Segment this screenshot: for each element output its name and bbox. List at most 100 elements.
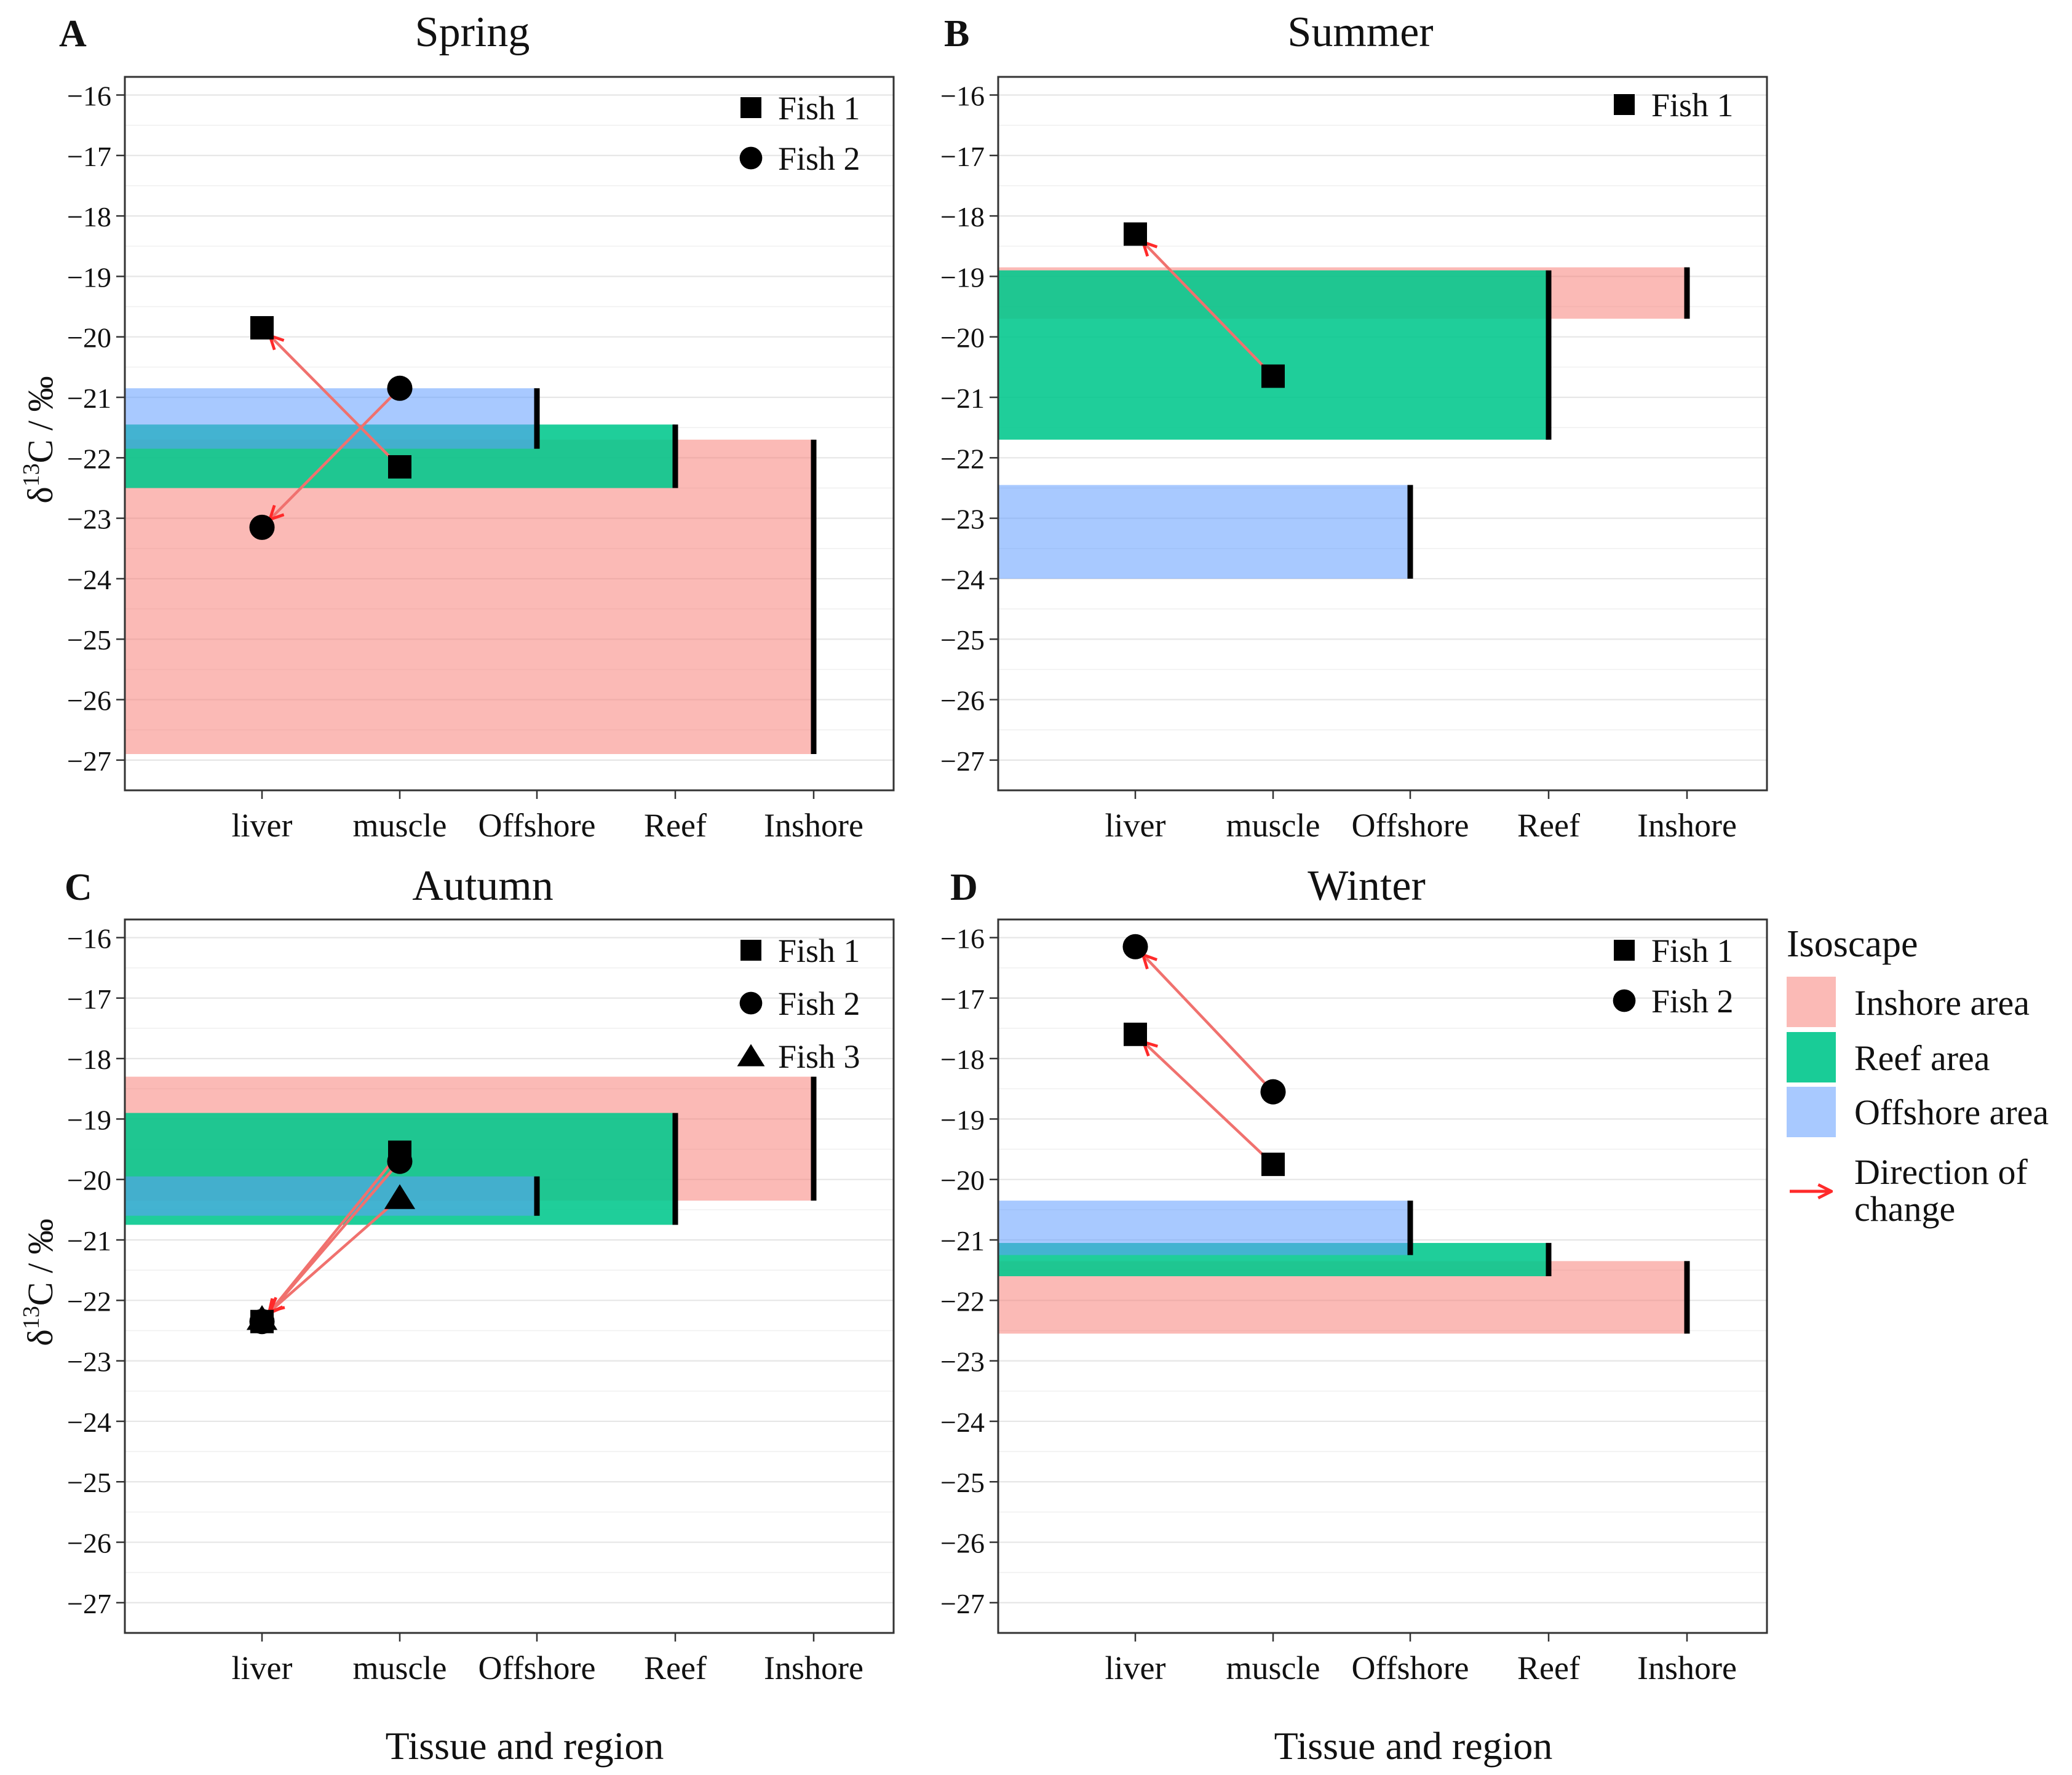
legend-label-reef: Reef area bbox=[1854, 1038, 1990, 1078]
y-tick-label: −23 bbox=[940, 504, 985, 535]
y-tick-label: −21 bbox=[67, 1225, 111, 1257]
legend-swatch-reef bbox=[1787, 1032, 1836, 1082]
plot-background bbox=[125, 919, 894, 1633]
change-arrow bbox=[1143, 1042, 1265, 1158]
legend-fish-label: Fish 1 bbox=[778, 932, 860, 969]
y-tick-label: −20 bbox=[940, 322, 985, 354]
y-tick-label: −26 bbox=[940, 1528, 985, 1559]
y-tick-label: −26 bbox=[67, 1528, 111, 1559]
legend-key-triangle-icon bbox=[737, 1044, 765, 1066]
panel-summer: B Summer −16−17−18−19−20−21−22−23−24−25−… bbox=[940, 9, 1768, 844]
data-point-liver bbox=[250, 316, 274, 340]
data-point-liver bbox=[246, 1304, 278, 1330]
y-tick-label: −18 bbox=[67, 1044, 111, 1075]
y-tick-label: −18 bbox=[940, 201, 985, 232]
legend-fish-label: Fish 1 bbox=[1651, 932, 1734, 969]
region-band-offshore bbox=[998, 1201, 1410, 1255]
y-tick-label: −18 bbox=[940, 1044, 985, 1075]
legend-fish-label: Fish 3 bbox=[778, 1038, 860, 1075]
data-point-liver bbox=[1124, 222, 1147, 246]
region-band-offshore bbox=[998, 485, 1410, 579]
y-tick-label: −27 bbox=[940, 1588, 985, 1619]
change-arrow bbox=[1143, 955, 1266, 1084]
region-band-reef bbox=[998, 270, 1549, 440]
y-tick-label: −24 bbox=[67, 1407, 111, 1438]
x-tick-label: Offshore bbox=[478, 1650, 596, 1686]
panel-winter: D Winter −16−17−18−19−20−21−22−23−24−25−… bbox=[940, 862, 1768, 1686]
x-tick-label: muscle bbox=[353, 807, 447, 844]
panel-title: Spring bbox=[415, 9, 530, 56]
x-tick-label: Reef bbox=[644, 1650, 707, 1686]
y-tick-label: −19 bbox=[940, 1104, 985, 1135]
legend-key-square-icon bbox=[1614, 940, 1635, 961]
svg-text:δ13C / ‰: δ13C / ‰ bbox=[18, 376, 60, 503]
panel-title: Autumn bbox=[412, 862, 553, 910]
data-point-muscle bbox=[388, 455, 411, 479]
y-tick-label: −19 bbox=[67, 1104, 111, 1135]
y-tick-label: −16 bbox=[67, 80, 111, 111]
y-tick-label: −27 bbox=[67, 1588, 111, 1619]
plot-area-winter: −16 −17 −18 −19 −20 −21 −22 −23 −24 −25 −26 −27 live… bbox=[940, 918, 1768, 1686]
change-arrow bbox=[270, 336, 392, 459]
data-point-liver bbox=[1124, 1022, 1147, 1046]
x-tick-label: liver bbox=[1105, 1650, 1166, 1686]
y-tick-label: −17 bbox=[67, 141, 111, 172]
panel-spring: A Spring −16−17−18−19−20−21−22−23−24−25−… bbox=[59, 9, 895, 844]
x-axis-title-left: Tissue and region bbox=[386, 1724, 664, 1768]
data-point-muscle bbox=[384, 1184, 416, 1209]
x-tick-label: Offshore bbox=[1352, 1650, 1469, 1686]
y-tick-label: −23 bbox=[67, 504, 111, 535]
y-title-suffix: C / ‰ bbox=[20, 1218, 60, 1306]
y-tick-label: −24 bbox=[67, 564, 111, 595]
plot-border bbox=[124, 76, 895, 792]
x-tick-label: Reef bbox=[1517, 807, 1580, 844]
legend-label-inshore: Inshore area bbox=[1854, 983, 2030, 1023]
data-point-muscle bbox=[387, 1148, 413, 1174]
data-point-muscle bbox=[1261, 364, 1285, 388]
y-tick-label: −25 bbox=[67, 624, 111, 656]
legend-fish-label: Fish 2 bbox=[1651, 983, 1734, 1020]
y-tick-label: −22 bbox=[940, 1285, 985, 1317]
panel-letter: B bbox=[944, 13, 969, 55]
y-tick-label: −22 bbox=[67, 443, 111, 474]
change-arrow bbox=[269, 1169, 393, 1313]
change-arrow bbox=[270, 395, 392, 519]
x-tick-label: Offshore bbox=[478, 807, 596, 844]
y-tick-label: −17 bbox=[67, 983, 111, 1015]
y-title-prefix: δ bbox=[20, 1329, 60, 1346]
y-title-sup: 13 bbox=[18, 463, 44, 486]
y-axis-title-top: δ13C / ‰ bbox=[18, 376, 60, 503]
y-tick-label: −17 bbox=[940, 983, 985, 1015]
plot-border bbox=[997, 918, 1768, 1634]
y-title-suffix: C / ‰ bbox=[20, 376, 60, 463]
y-tick-label: −16 bbox=[940, 80, 985, 111]
x-tick-label: muscle bbox=[1226, 807, 1320, 844]
y-tick-label: −27 bbox=[940, 745, 985, 777]
y-tick-label: −25 bbox=[940, 624, 985, 656]
region-band-inshore bbox=[125, 439, 814, 755]
legend-label-direction-line1: Direction of bbox=[1854, 1152, 2028, 1192]
x-tick-label: Offshore bbox=[1352, 807, 1469, 844]
panel-letter: A bbox=[59, 13, 87, 55]
x-tick-label: muscle bbox=[1226, 1650, 1320, 1686]
y-tick-label: −16 bbox=[940, 923, 985, 954]
legend-label-offshore: Offshore area bbox=[1854, 1092, 2049, 1132]
legend-key-circle-icon bbox=[739, 146, 763, 170]
y-axis-title-bottom: δ13C / ‰ bbox=[18, 1218, 60, 1346]
data-point-liver bbox=[249, 514, 275, 540]
legend-label-direction-line2: change bbox=[1854, 1189, 1955, 1229]
y-tick-label: −18 bbox=[67, 201, 111, 232]
y-tick-label: −22 bbox=[940, 443, 985, 474]
panel-title: Winter bbox=[1308, 862, 1426, 910]
x-tick-label: Inshore bbox=[1637, 807, 1737, 844]
legend-fish-label: Fish 1 bbox=[1651, 87, 1734, 124]
panel-title: Summer bbox=[1287, 9, 1433, 56]
data-point-muscle bbox=[1261, 1153, 1285, 1177]
y-tick-label: −25 bbox=[940, 1467, 985, 1498]
x-tick-label: liver bbox=[232, 807, 293, 844]
legend-fish-label: Fish 1 bbox=[778, 90, 860, 127]
change-arrow bbox=[271, 1204, 392, 1311]
plot-border bbox=[997, 76, 1768, 792]
legend-title: Isoscape bbox=[1787, 923, 1918, 965]
